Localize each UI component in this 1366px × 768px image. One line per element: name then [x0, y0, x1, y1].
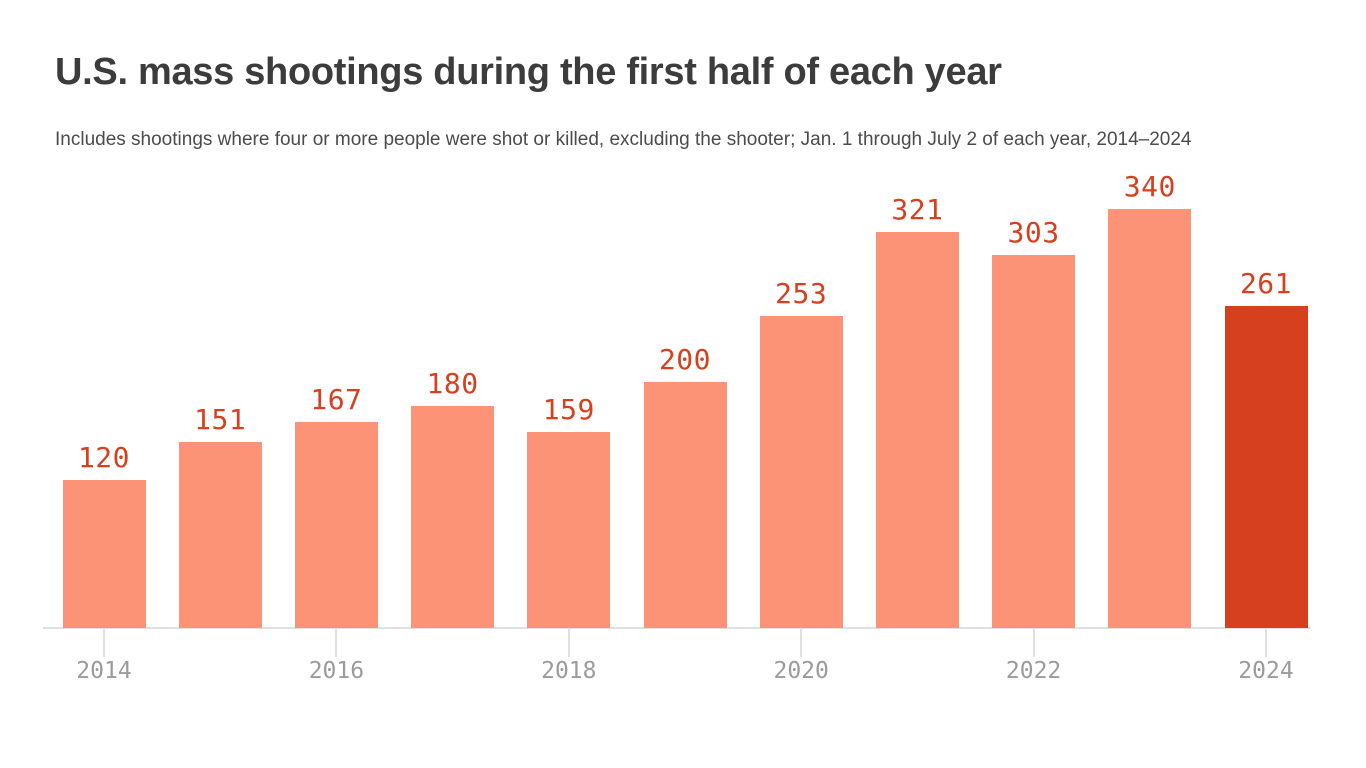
x-axis-label-2016: 2016 — [308, 658, 365, 684]
x-axis-tick-2024 — [1265, 629, 1267, 657]
bar-value-2019: 200 — [658, 343, 712, 376]
bar-value-2024: 261 — [1239, 267, 1293, 300]
x-axis-tick-2020 — [800, 629, 803, 657]
x-axis-label-2014: 2014 — [76, 658, 132, 684]
x-axis-line — [43, 627, 1311, 629]
bar-2024 — [1224, 306, 1308, 628]
bar-value-2023: 340 — [1123, 170, 1176, 203]
x-axis-label-2024: 2024 — [1238, 658, 1294, 684]
bar-2015 — [178, 442, 262, 628]
x-axis-tick-2016 — [335, 629, 338, 657]
bar-value-2020: 253 — [775, 277, 828, 310]
bar-2018 — [527, 432, 611, 628]
bar-2021 — [875, 232, 959, 628]
x-axis-tick-2022 — [1032, 629, 1035, 657]
chart-subtitle: Includes shootings where four or more pe… — [55, 129, 1192, 150]
bar-value-2017: 180 — [426, 367, 479, 400]
bar-value-2015: 151 — [194, 403, 247, 436]
bar-2016 — [294, 422, 378, 628]
x-axis-tick-2018 — [567, 629, 570, 657]
bar-value-2014: 120 — [77, 441, 131, 474]
x-axis-tick-2014 — [103, 629, 105, 657]
x-axis-label-2020: 2020 — [773, 658, 829, 684]
bar-2020 — [759, 316, 843, 628]
bar-2014 — [62, 480, 146, 628]
chart-title: U.S. mass shootings during the first hal… — [55, 51, 1002, 93]
bar-2017 — [411, 406, 495, 628]
bar-value-2021: 321 — [891, 193, 944, 226]
bar-2023 — [1108, 209, 1192, 628]
x-axis-label-2018: 2018 — [541, 658, 597, 684]
bar-value-2022: 303 — [1007, 216, 1060, 249]
bar-value-2018: 159 — [542, 393, 595, 426]
bar-2022 — [992, 255, 1076, 628]
bar-value-2016: 167 — [310, 383, 363, 416]
bar-2019 — [643, 382, 727, 628]
x-axis-label-2022: 2022 — [1005, 658, 1062, 684]
